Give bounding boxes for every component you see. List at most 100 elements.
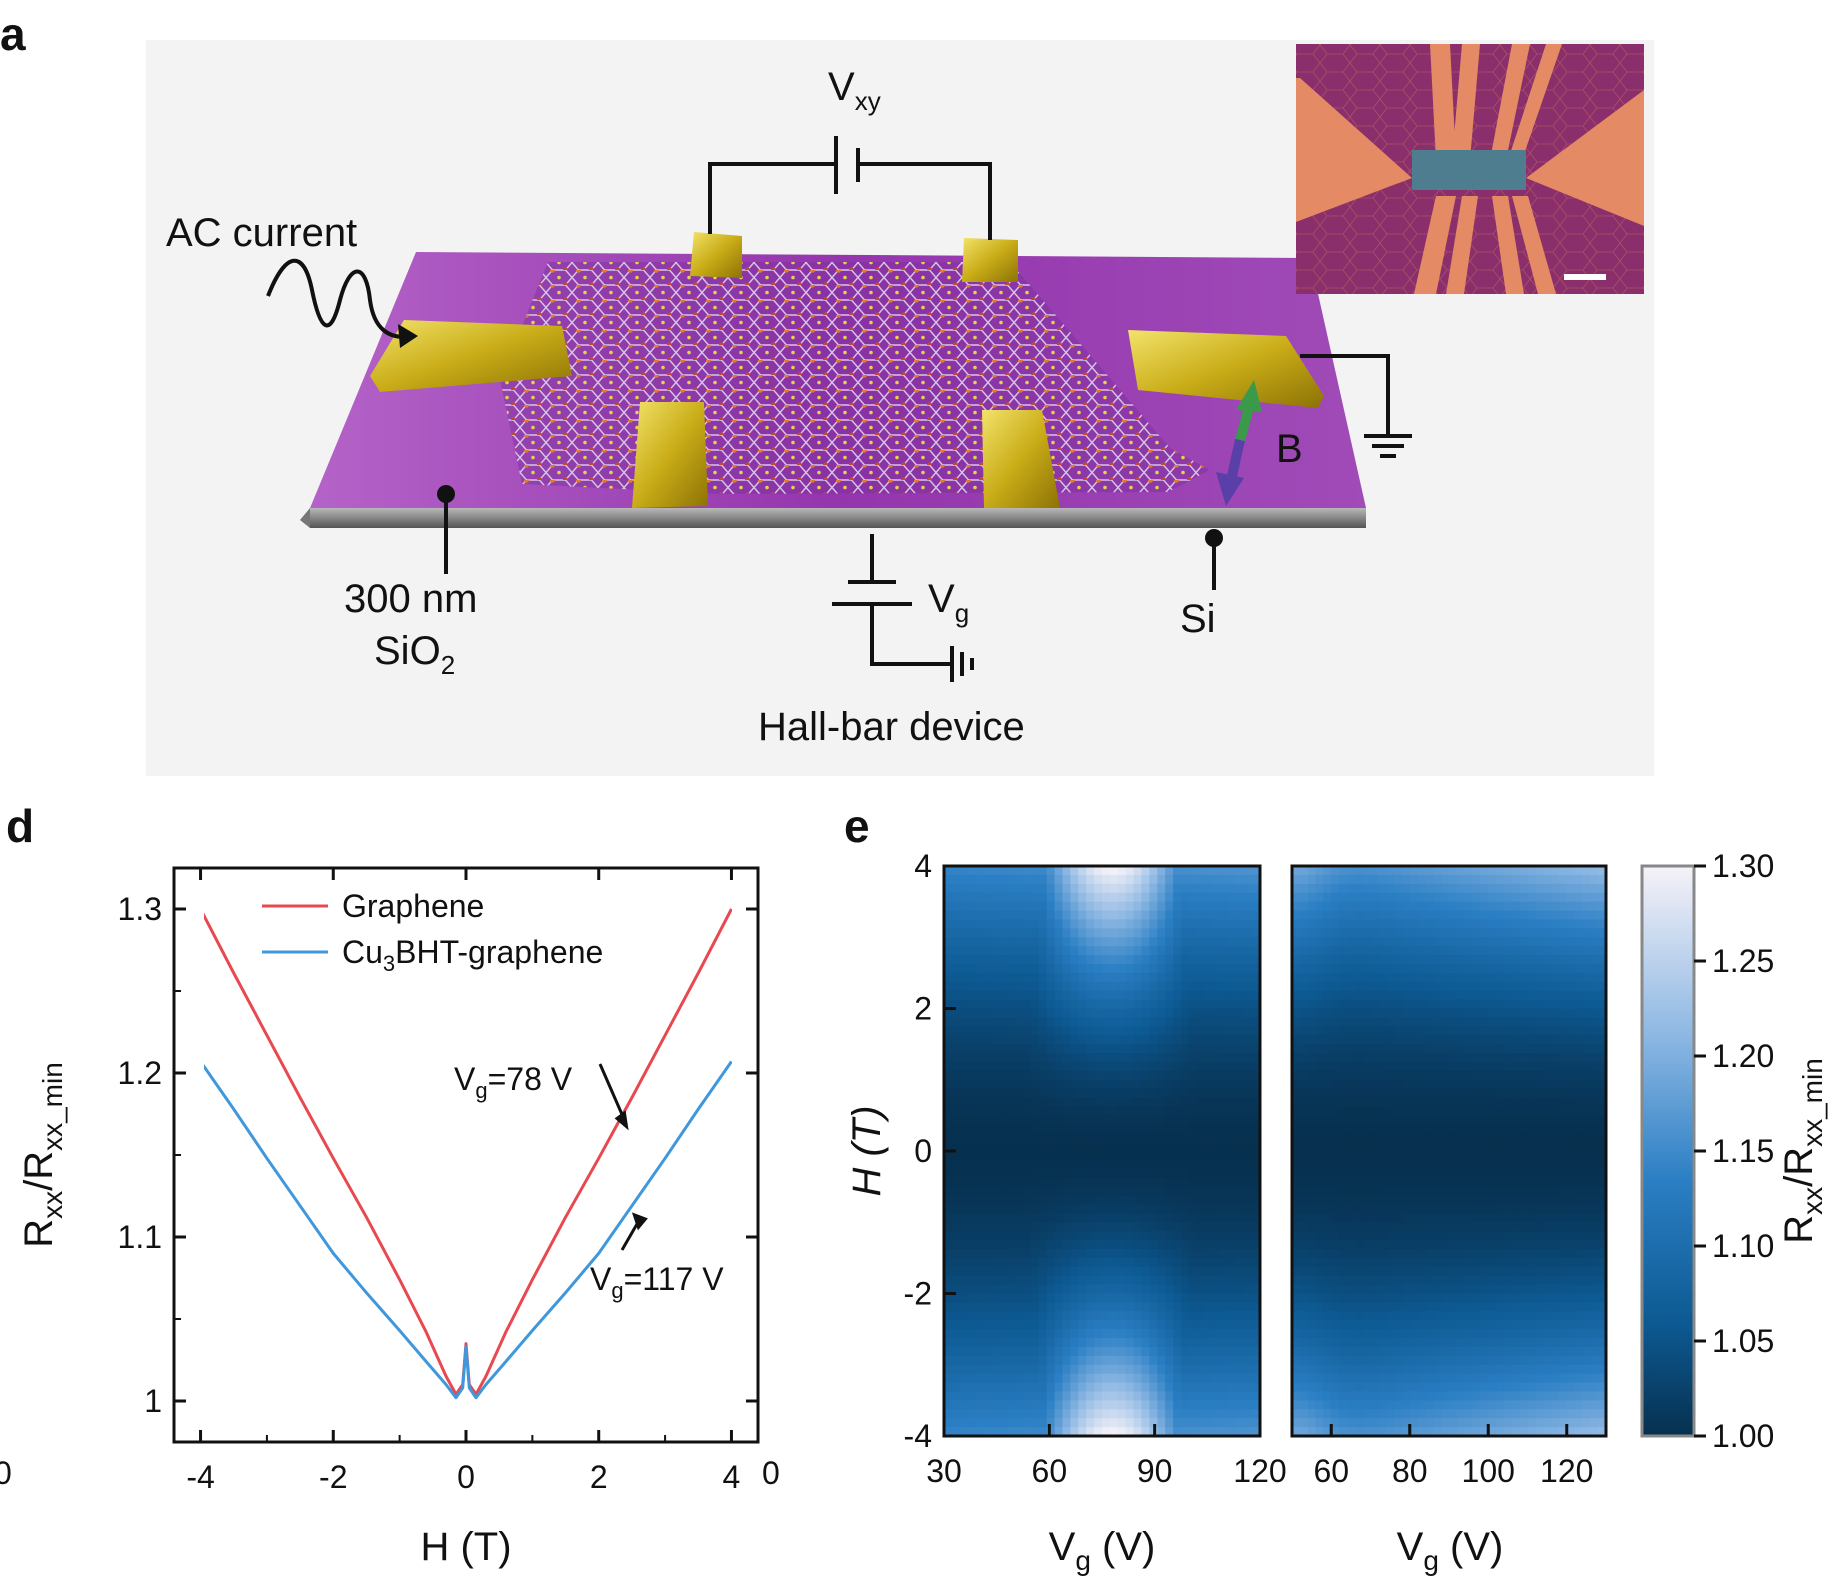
heatmap-cell — [1102, 1213, 1111, 1224]
heatmap-cell — [1228, 1008, 1238, 1019]
heatmap-cell — [1299, 919, 1309, 930]
heatmap-cell — [1339, 937, 1348, 947]
heatmap-cell — [1425, 999, 1435, 1010]
heatmap-cell — [1558, 1053, 1568, 1063]
heatmap-cell — [1472, 1240, 1482, 1250]
heatmap-cell — [1464, 1053, 1474, 1063]
heatmap-cell — [1401, 946, 1411, 956]
heatmap-cell — [983, 1382, 993, 1393]
heatmap-cell — [1038, 1186, 1048, 1197]
heatmap-cell — [1030, 1195, 1040, 1206]
heatmap-cell — [1441, 1293, 1450, 1304]
heatmap-cell — [1503, 1079, 1513, 1090]
heatmap-cell — [1566, 1204, 1576, 1215]
heatmap-cell — [1109, 866, 1119, 876]
heatmap-cell — [1141, 1133, 1151, 1143]
heatmap-cell — [944, 1240, 953, 1250]
heatmap-cell — [1062, 928, 1072, 939]
heatmap-cell — [1102, 1346, 1111, 1357]
heatmap-cell — [975, 1284, 985, 1295]
heatmap-cell — [1117, 928, 1127, 939]
heatmap-cell — [1354, 1311, 1364, 1322]
heatmap-cell — [1062, 1284, 1072, 1295]
heatmap-cell — [959, 1026, 969, 1037]
heatmap-cell — [1464, 1400, 1474, 1411]
heatmap-cell — [951, 1195, 961, 1206]
heatmap-cell — [1354, 1061, 1364, 1072]
heatmap-cell — [1070, 1142, 1080, 1152]
heatmap-cell — [1527, 955, 1537, 965]
heatmap-cell — [1125, 866, 1135, 876]
heatmap-cell — [1401, 1115, 1411, 1126]
heatmap-cell — [1188, 883, 1198, 894]
heatmap-cell — [1070, 1151, 1080, 1161]
heatmap-cell — [1181, 981, 1190, 992]
heatmap-cell — [1425, 1097, 1435, 1108]
heatmap-cell — [967, 1427, 977, 1437]
heatmap-cell — [1015, 883, 1024, 894]
x-tick-label: 90 — [1137, 1453, 1173, 1489]
heatmap-cell — [1181, 1035, 1190, 1045]
heatmap-cell — [1181, 1088, 1190, 1099]
heatmap-cell — [1378, 1231, 1387, 1241]
heatmap-cell — [1417, 1151, 1427, 1161]
heatmap-cell — [1133, 937, 1143, 947]
heatmap-cell — [1165, 1248, 1174, 1259]
heatmap-cell — [975, 1400, 985, 1411]
heatmap-cell — [1078, 1124, 1087, 1134]
heatmap-cell — [1464, 1017, 1474, 1028]
heatmap-cell — [1023, 1266, 1032, 1277]
heatmap-cell — [1441, 1026, 1450, 1037]
heatmap-cell — [1117, 1133, 1127, 1143]
heatmap-cell — [1094, 910, 1103, 921]
heatmap-cell — [1292, 1044, 1301, 1054]
heatmap-cell — [967, 946, 977, 956]
heatmap-cell — [1307, 1026, 1317, 1037]
heatmap-cell — [1196, 1026, 1206, 1037]
heatmap-cell — [983, 937, 993, 947]
heatmap-cell — [1173, 1355, 1182, 1366]
heatmap-cell — [1054, 963, 1064, 974]
heatmap-cell — [1212, 1035, 1222, 1045]
heatmap-cell — [1125, 1151, 1135, 1161]
heatmap-cell — [1292, 972, 1301, 983]
heatmap-cell — [1472, 1418, 1482, 1428]
heatmap-cell — [1165, 1070, 1174, 1081]
heatmap-cell — [1062, 1186, 1072, 1197]
heatmap-cell — [1038, 937, 1048, 947]
heatmap-cell — [1070, 1346, 1080, 1357]
heatmap-cell — [1299, 1044, 1309, 1054]
heatmap-cell — [1339, 1266, 1348, 1277]
heatmap-cell — [1188, 1293, 1198, 1304]
heatmap-cell — [1165, 874, 1174, 885]
heatmap-cell — [1566, 1311, 1576, 1322]
electrodes — [370, 232, 1324, 508]
heatmap-cell — [1299, 1391, 1309, 1402]
heatmap-cell — [1558, 1364, 1568, 1375]
heatmap-cell — [1503, 1026, 1513, 1037]
heatmap-cell — [1519, 937, 1529, 947]
heatmap-cell — [1141, 972, 1151, 983]
heatmap-cell — [1370, 892, 1380, 903]
heatmap-cell — [1370, 972, 1380, 983]
heatmap-cell — [1401, 901, 1411, 912]
heatmap-cell — [1543, 1222, 1552, 1232]
heatmap-cell — [1511, 1124, 1521, 1134]
heatmap-cell — [1456, 1418, 1466, 1428]
heatmap-cell — [1173, 1204, 1182, 1215]
heatmap-cell — [1094, 1338, 1103, 1348]
heatmap-cell — [967, 955, 977, 965]
heatmap-cell — [959, 1035, 969, 1045]
heatmap-cell — [1157, 1338, 1166, 1348]
heatmap-cell — [1401, 1409, 1411, 1419]
heatmap-cell — [1236, 928, 1245, 939]
heatmap-cell — [1503, 1044, 1513, 1054]
heatmap-cell — [951, 1418, 961, 1428]
heatmap-cell — [1346, 1364, 1356, 1375]
heatmap-cell — [1141, 1044, 1151, 1054]
heatmap-cell — [1054, 1159, 1064, 1170]
heatmap-cell — [1292, 1418, 1301, 1428]
heatmap-cell — [1331, 1151, 1340, 1161]
heatmap-cell — [1346, 1142, 1356, 1152]
heatmap-cell — [1566, 1329, 1576, 1339]
